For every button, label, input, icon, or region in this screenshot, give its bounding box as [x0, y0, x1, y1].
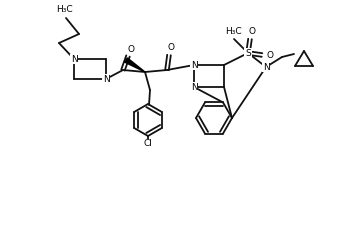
Text: O: O: [127, 45, 135, 55]
Text: H₃C: H₃C: [56, 6, 72, 15]
Text: O: O: [266, 51, 274, 59]
Text: N: N: [262, 62, 269, 72]
Text: N: N: [103, 74, 109, 84]
Text: S: S: [245, 48, 251, 58]
Text: N: N: [191, 61, 197, 69]
Polygon shape: [125, 58, 145, 72]
Text: Cl: Cl: [144, 139, 152, 149]
Text: O: O: [248, 28, 256, 37]
Text: N: N: [71, 55, 77, 63]
Text: H₃C: H₃C: [225, 28, 241, 37]
Text: O: O: [168, 44, 174, 52]
Text: N: N: [191, 83, 197, 91]
